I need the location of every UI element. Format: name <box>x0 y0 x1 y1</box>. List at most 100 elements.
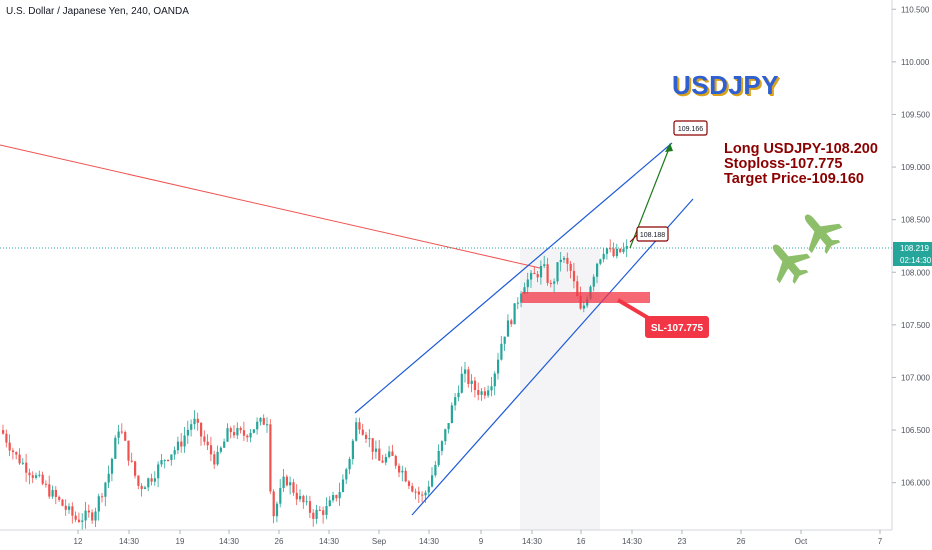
candle-body[interactable] <box>391 451 394 456</box>
candle-body[interactable] <box>58 496 61 500</box>
candle-body[interactable] <box>338 491 341 499</box>
candle-body[interactable] <box>242 430 246 436</box>
candle-body[interactable] <box>249 432 252 438</box>
candle-body[interactable] <box>516 302 519 304</box>
candle-body[interactable] <box>417 491 420 495</box>
candle-body[interactable] <box>299 495 302 500</box>
candle-body[interactable] <box>477 390 480 395</box>
candle-body[interactable] <box>602 253 605 260</box>
candle-body[interactable] <box>289 482 292 486</box>
candle-body[interactable] <box>18 454 21 464</box>
candle-body[interactable] <box>173 450 176 455</box>
candle-body[interactable] <box>226 428 229 442</box>
candle-body[interactable] <box>48 484 51 497</box>
candle-body[interactable] <box>365 434 368 439</box>
candle-body[interactable] <box>77 519 81 522</box>
candle-body[interactable] <box>625 246 628 249</box>
candle-body[interactable] <box>91 512 94 521</box>
candle-body[interactable] <box>464 369 467 374</box>
candle-body[interactable] <box>292 482 295 493</box>
candle-body[interactable] <box>107 473 110 483</box>
candle-body[interactable] <box>110 458 114 474</box>
candle-body[interactable] <box>500 343 503 360</box>
candle-body[interactable] <box>371 438 374 452</box>
candle-body[interactable] <box>411 485 414 492</box>
candle-body[interactable] <box>94 511 97 521</box>
candle-body[interactable] <box>605 248 609 254</box>
channel-lower-line[interactable] <box>411 198 694 516</box>
candle-body[interactable] <box>8 442 11 451</box>
candle-body[interactable] <box>556 262 559 282</box>
candle-body[interactable] <box>51 489 54 497</box>
candle-body[interactable] <box>378 448 381 461</box>
candle-body[interactable] <box>520 293 523 303</box>
candle-body[interactable] <box>513 303 516 325</box>
candle-body[interactable] <box>38 474 41 476</box>
candle-body[interactable] <box>213 454 216 465</box>
candle-body[interactable] <box>351 440 354 460</box>
candle-body[interactable] <box>374 448 378 452</box>
candle-body[interactable] <box>427 486 430 493</box>
candle-body[interactable] <box>460 373 463 393</box>
candle-body[interactable] <box>153 478 156 482</box>
candle-body[interactable] <box>368 438 371 440</box>
candle-body[interactable] <box>569 263 572 271</box>
candle-body[interactable] <box>180 441 183 447</box>
candle-body[interactable] <box>355 422 358 441</box>
candle-body[interactable] <box>163 459 166 461</box>
candle-body[interactable] <box>167 459 170 461</box>
candle-body[interactable] <box>454 397 457 406</box>
candle-body[interactable] <box>305 501 308 503</box>
candle-body[interactable] <box>440 441 444 451</box>
candle-body[interactable] <box>256 421 259 430</box>
candle-body[interactable] <box>285 476 288 486</box>
candle-body[interactable] <box>592 276 595 287</box>
candle-body[interactable] <box>530 272 533 280</box>
candle-body[interactable] <box>282 476 285 489</box>
candle-body[interactable] <box>322 510 325 515</box>
candle-body[interactable] <box>127 440 130 461</box>
candle-body[interactable] <box>526 279 529 288</box>
candle-body[interactable] <box>160 460 163 465</box>
candle-body[interactable] <box>503 336 506 344</box>
candle-body[interactable] <box>206 441 209 446</box>
candle-body[interactable] <box>563 257 566 260</box>
time-axis[interactable]: 12 14:30 19 14:30 26 14:30 Sep 14:30 9 14:30 16 14:… <box>74 530 883 546</box>
candle-body[interactable] <box>81 520 84 522</box>
candle-body[interactable] <box>431 475 434 487</box>
candle-body[interactable] <box>246 435 249 438</box>
candle-body[interactable] <box>97 496 100 512</box>
candle-body[interactable] <box>279 488 282 504</box>
candle-body[interactable] <box>54 489 57 497</box>
candle-body[interactable] <box>140 485 143 490</box>
candle-body[interactable] <box>87 510 90 513</box>
candle-body[interactable] <box>437 450 440 465</box>
candle-body[interactable] <box>470 380 473 384</box>
price-axis[interactable]: 110.500 110.000 109.500 109.000 108.500 108.0… <box>892 5 930 488</box>
candle-body[interactable] <box>388 451 391 457</box>
candle-body[interactable] <box>143 487 147 490</box>
candle-body[interactable] <box>398 465 401 473</box>
candle-body[interactable] <box>272 491 275 517</box>
candle-body[interactable] <box>295 492 298 500</box>
candle-body[interactable] <box>318 509 321 511</box>
candle-body[interactable] <box>233 432 236 436</box>
candle-body[interactable] <box>619 248 622 253</box>
candle-body[interactable] <box>196 418 199 423</box>
candle-body[interactable] <box>157 464 160 479</box>
candle-body[interactable] <box>490 386 493 391</box>
candle-body[interactable] <box>41 474 44 484</box>
candle-body[interactable] <box>209 445 213 455</box>
candle-body[interactable] <box>137 475 140 486</box>
candle-body[interactable] <box>434 464 437 476</box>
target-callout[interactable] <box>673 120 708 136</box>
candle-body[interactable] <box>553 281 556 284</box>
candle-body[interactable] <box>74 515 77 520</box>
candle-body[interactable] <box>302 495 305 503</box>
candle-body[interactable] <box>497 359 500 374</box>
candle-body[interactable] <box>176 441 180 451</box>
candle-body[interactable] <box>117 431 120 438</box>
candle-body[interactable] <box>582 305 585 309</box>
candle-body[interactable] <box>269 424 272 492</box>
candle-body[interactable] <box>345 469 348 480</box>
